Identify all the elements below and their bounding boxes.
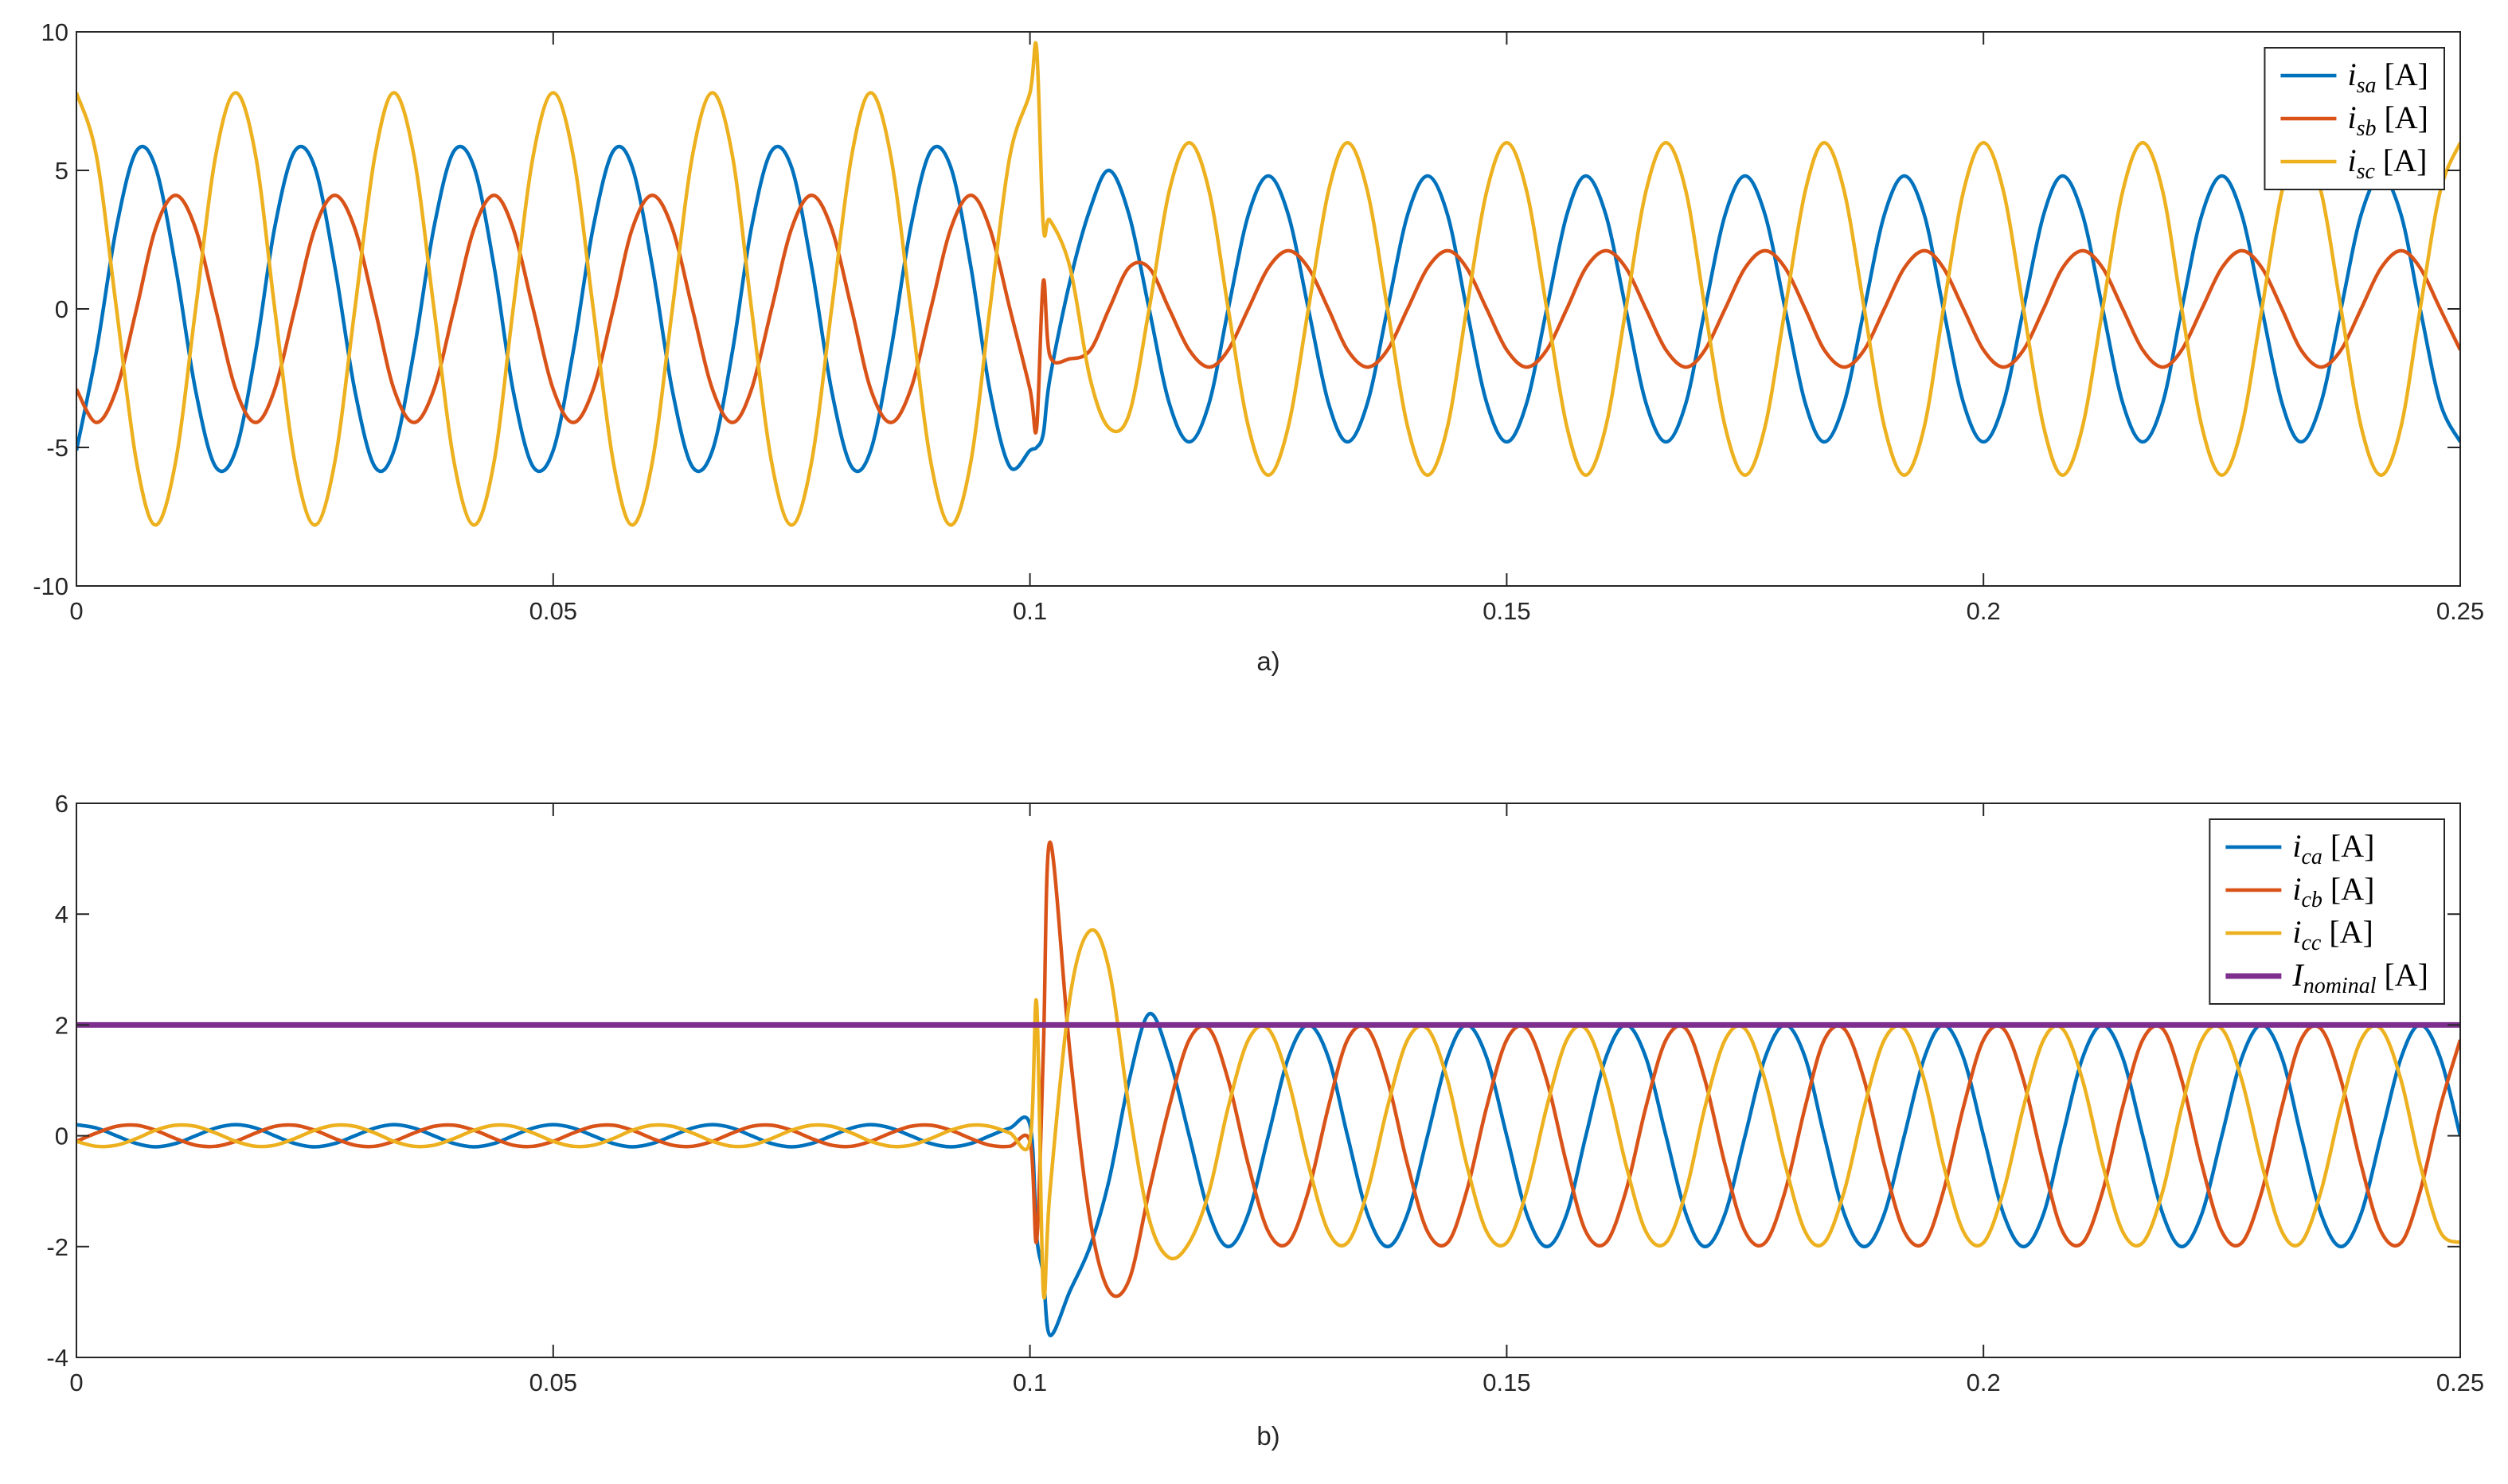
y-tick-label: 10	[41, 18, 68, 46]
x-axis-label: a)	[1256, 646, 1279, 676]
legend-box	[2209, 818, 2445, 1005]
legend-label: isa [A]	[2347, 57, 2428, 98]
legend-label: icc [A]	[2292, 914, 2373, 955]
x-tick-label: 0.2	[1967, 597, 2001, 625]
legend: ica [A]icb [A]icc [A]Inominal [A]	[2209, 818, 2445, 1005]
axes-box	[76, 803, 2461, 1358]
x-tick-label: 0.05	[529, 1369, 577, 1396]
legend-label: icb [A]	[2292, 871, 2374, 912]
plot-area	[76, 803, 2460, 1357]
series-line	[76, 928, 2460, 1300]
y-tick-label: 0	[55, 1123, 68, 1150]
x-tick-label: 0.15	[1483, 597, 1530, 625]
legend-label: Inominal [A]	[2291, 957, 2428, 998]
x-tick-label: 0.1	[1013, 597, 1047, 625]
series-line	[76, 144, 2460, 474]
y-tick-label: -5	[46, 434, 68, 462]
legend-label: isc [A]	[2347, 143, 2427, 184]
y-tick-label: -4	[46, 1344, 68, 1372]
legend: isa [A]isb [A]isc [A]	[2264, 47, 2445, 190]
x-tick-label: 0.15	[1483, 1369, 1530, 1396]
x-tick-label: 0	[69, 597, 83, 625]
series-line	[76, 41, 2460, 527]
series-line	[76, 840, 2460, 1298]
y-tick-label: -2	[46, 1233, 68, 1261]
plot-area	[76, 32, 2460, 586]
x-tick-label: 0.25	[2436, 1369, 2484, 1396]
y-tick-label: 0	[55, 295, 68, 323]
y-tick-label: 2	[55, 1011, 68, 1039]
axes: 0 0.05 0.1 0.15 0.2 0.25 -10 -5 0 5 10 a) isa [A]isb…	[33, 18, 2484, 676]
x-tick-label: 0.05	[529, 597, 577, 625]
legend-label: isb [A]	[2347, 100, 2428, 141]
x-axis-label: b)	[1256, 1421, 1279, 1451]
y-tick-label: -10	[33, 572, 68, 600]
y-tick-label: 4	[55, 900, 68, 928]
x-tick-label: 0.2	[1967, 1369, 2001, 1396]
y-tick-label: 6	[55, 790, 68, 818]
axes: 0 0.05 0.1 0.15 0.2 0.25 -4 -2 0 2 4 6 b) ica [A]icb …	[46, 790, 2484, 1451]
legend-label: ica [A]	[2292, 828, 2374, 869]
x-tick-label: 0.25	[2436, 597, 2484, 625]
y-tick-label: 5	[55, 157, 68, 185]
x-tick-label: 0	[69, 1369, 83, 1396]
x-tick-label: 0.1	[1013, 1369, 1047, 1396]
